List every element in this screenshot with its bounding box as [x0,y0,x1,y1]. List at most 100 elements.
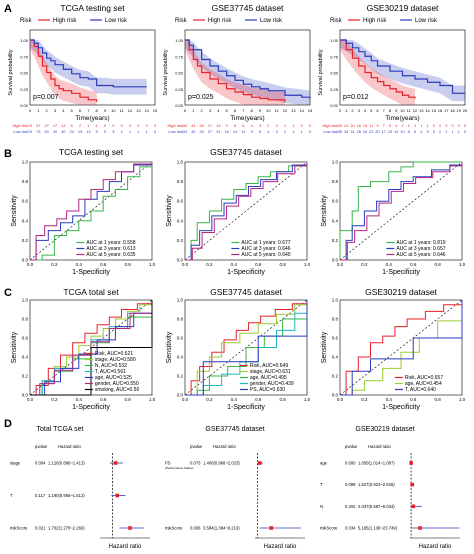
km-xlabel-1: Time(years) [230,115,264,122]
cli-legend-0-4: age, AUC=0.525 [95,375,132,381]
roc-frame-0 [29,161,153,261]
km-xtick-2-11: 11 [407,108,412,113]
panel-letter-a: A [4,3,12,15]
forest-row-hr-2-2: 2.037(0.687~6.034) [358,504,395,509]
km-xtick-2-15: 15 [432,108,437,113]
roc-ytick-1-0: 0.0 [177,258,184,263]
cli-xtick-1-0: 0.0 [182,397,189,402]
km-count-high-1-3: 17 [208,124,212,128]
roc-ytick-0-5: 1.0 [22,160,29,165]
cli-curve-1-2 [185,300,308,396]
km-count-high-0-6: 2 [79,124,81,128]
forest-col-p-0: pvalue [35,444,48,449]
forest-row-hr-0-0: 1.126(0.896~1.413) [48,461,85,466]
roc-xtick-2-0: 0.0 [337,262,344,267]
km-xtick-2-19: 19 [457,108,462,113]
km-xtick-2-13: 13 [419,108,424,113]
forest-row-hr-1-0: 1.400(0.968~2.023) [203,461,240,466]
cli-ylabel-1: Sensitivity [166,331,173,363]
cli-ytick-0-4: 0.8 [22,317,29,322]
cli-ytick-0-1: 0.2 [22,374,29,379]
km-count-high-0-10: 0 [112,124,114,128]
roc-xtick-1-3: 0.6 [255,262,262,267]
km-count-low-1-1: 42 [191,130,195,134]
km-count-high-1-10: 2 [267,124,269,128]
cli-ytick-2-2: 0.4 [332,355,339,360]
km-xtick-2-1: 1 [345,108,348,113]
km-xtick-1-12: 12 [283,108,288,113]
km-curve-low-0 [30,39,147,88]
forest-row-name-0-1: T [10,493,13,498]
cli-xtick-0-5: 1.0 [149,397,156,402]
roc-xtick-1-2: 0.4 [231,262,238,267]
km-ylabel-0: Survival probability [8,49,14,95]
forest-row-p-0-1: 0.117 [35,493,46,498]
cli-xtick-1-4: 0.8 [279,397,286,402]
roc-xtick-2-3: 0.6 [410,262,417,267]
cli-legend-2-0: Risk, AUC=0.657 [405,375,443,381]
roc-ytick-2-3: 0.6 [332,199,339,204]
km-legend-title-0: Risk [20,18,33,24]
km-count-high-0-7: 1 [87,124,89,128]
km-count-high-2-1: 24 [344,124,348,128]
km-xtick-2-5: 5 [370,108,373,113]
km-count-high-0-1: 57 [36,124,40,128]
km-count-low-2-15: 3 [433,130,435,134]
km-xtick-2-12: 12 [413,108,418,113]
km-count-high-1-2: 26 [200,124,204,128]
cli-xtick-1-5: 1.0 [304,397,311,402]
km-count-high-2-8: 5 [389,124,391,128]
km-xtick-2-14: 14 [425,108,430,113]
km-count-low-2-11: 8 [408,130,410,134]
km-count-low-1-7: 11 [241,130,245,134]
cli-ytick-1-5: 1.0 [177,298,184,303]
forest-point-1-1 [269,526,274,530]
km-count-low-1-15: 0 [309,130,311,134]
cli-xtick-2-1: 0.2 [361,397,368,402]
km-count-low-2-18: 1 [451,130,453,134]
km-curve-high-2 [340,39,416,99]
km-count-low-1-0: 54 [183,130,187,134]
cli-xlabel-2: 1-Specificity [382,404,420,411]
km-count-high-1-14: 0 [301,124,303,128]
km-count-high-0-4: 13 [61,124,65,128]
roc-xtick-1-1: 0.2 [206,262,213,267]
forest-title-0: Total TCGA set [37,426,84,433]
km-xtick-1-9: 9 [259,108,262,113]
cli-curve-1-4 [185,300,308,396]
km-xtick-1-0: 0 [184,108,187,113]
km-count-low-0-9: 5 [104,130,106,134]
roc-legend-2-0: AUC at 1 years: 0.819 [396,240,445,246]
km-xtick-0-5: 5 [71,108,74,113]
roc-xtick-0-0: 0.0 [27,262,34,267]
km-count-low-0-8: 9 [96,130,98,134]
roc-xtick-2-4: 0.8 [434,262,441,267]
km-ytick-1-0: 0.00 [175,103,184,108]
km-xtick-2-0: 0 [339,108,342,113]
km-xtick-1-5: 5 [226,108,229,113]
forest-col-hr-1: Hazard ratio [213,444,236,449]
km-count-low-0-5: 24 [70,130,74,134]
roc-xtick-2-5: 1.0 [459,262,466,267]
km-count-low-0-14: 1 [146,130,148,134]
cli-legend-0-6: smoking, AUC=0.50 [95,387,140,393]
forest-row-name-2-3: riskScore [320,526,338,531]
roc-legend-0-2: AUC at 5 years: 0.635 [86,252,135,258]
cli-ytick-0-3: 0.6 [22,336,29,341]
roc-title-1: GSE37745 dataset [210,147,282,157]
km-count-high-1-12: 1 [284,124,286,128]
km-xtick-2-3: 3 [358,108,361,113]
km-table-label-high-1: High risk [167,123,183,128]
forest-point-1-0 [257,461,262,465]
forest-row-name-0-2: riskScore [10,526,28,531]
km-xtick-0-4: 4 [62,108,65,113]
panel-b-roc: TCGA testing set0.00.00.20.20.40.40.60.6… [11,147,466,276]
km-count-low-2-0: 36 [338,130,342,134]
cli-curve-0-6 [30,300,153,396]
km-count-low-0-7: 13 [86,130,90,134]
km-count-low-0-12: 1 [129,130,131,134]
km-count-high-0-15: 0 [154,124,156,128]
km-curve-low-2 [340,39,465,94]
km-frame-0 [29,29,156,106]
km-count-low-2-5: 22 [369,130,373,134]
